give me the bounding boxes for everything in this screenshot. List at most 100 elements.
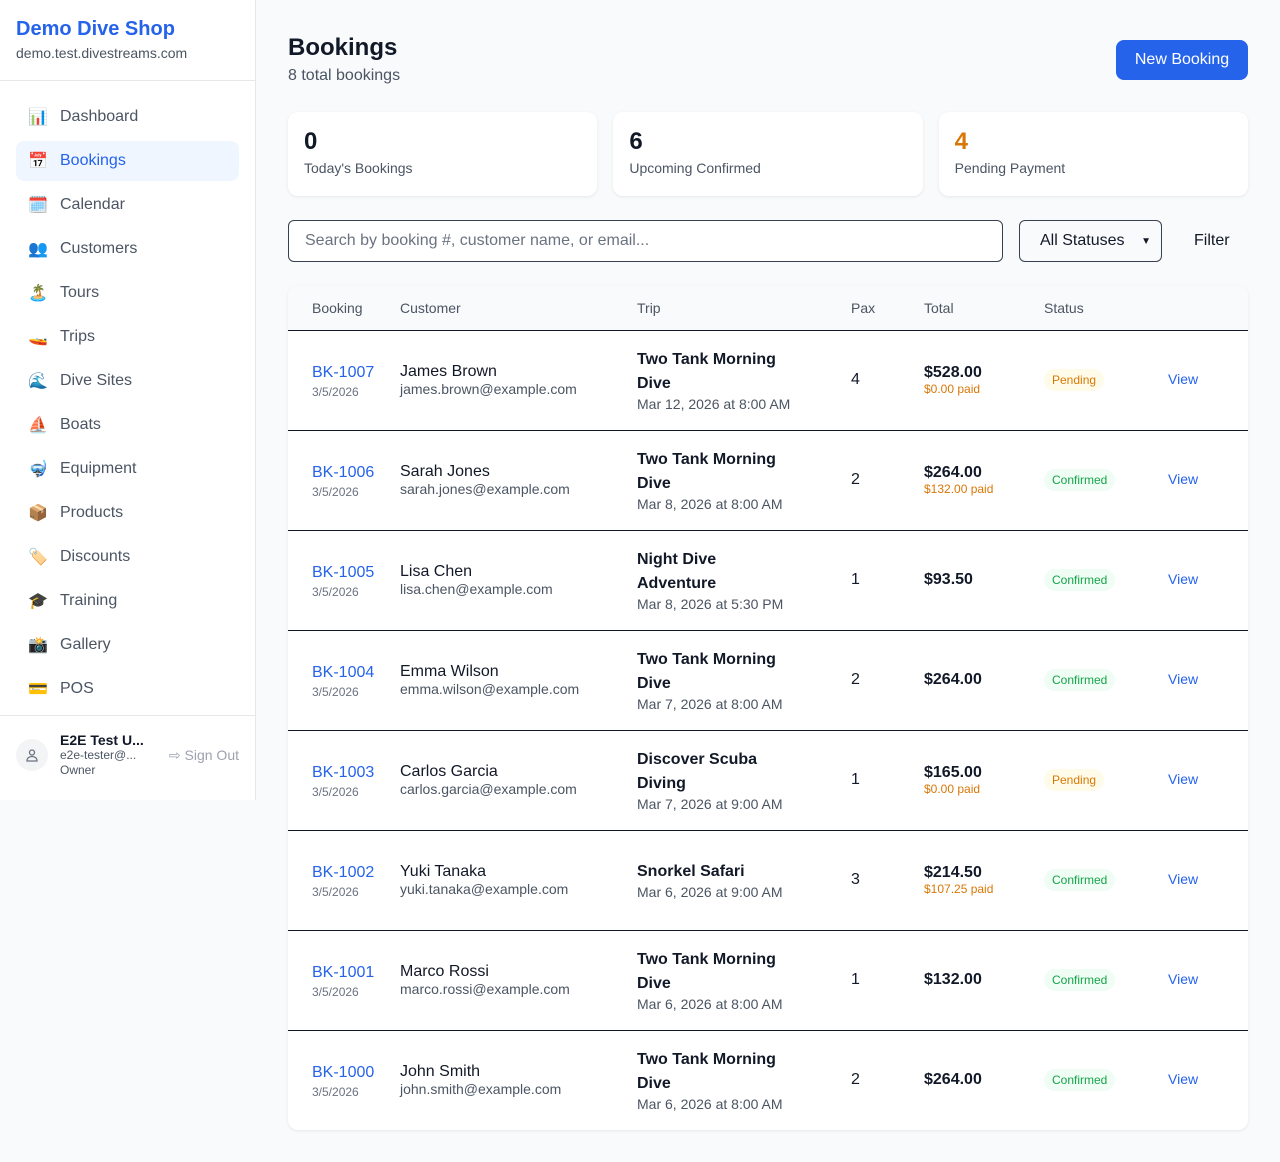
booking-id-link[interactable]: BK-1000 xyxy=(312,1064,375,1082)
shop-name[interactable]: Demo Dive Shop xyxy=(16,18,175,40)
user-panel: E2E Test U... e2e-tester@... Owner ⇨ Sig… xyxy=(0,715,255,794)
sidebar-item-label: Bookings xyxy=(60,152,126,169)
page-subtitle: 8 total bookings xyxy=(288,67,401,84)
search-input[interactable] xyxy=(288,220,1003,262)
training-icon: 🎓 xyxy=(28,593,48,610)
sidebar-item-pos[interactable]: 💳 POS xyxy=(16,669,239,709)
user-name: E2E Test U... xyxy=(60,732,144,748)
stats-row: 0 Today's Bookings 6 Upcoming Confirmed 4 Pen… xyxy=(288,112,1248,196)
view-link[interactable]: View xyxy=(1168,471,1199,487)
pax: 1 xyxy=(851,930,924,1031)
sidebar-item-boats[interactable]: ⛵ Boats xyxy=(16,405,239,445)
table-header: Booking Customer Trip Pax Total Status xyxy=(288,286,1248,331)
sidebar-nav: 📊 Dashboard 📅 Bookings 🗓️ Calendar 👥 Customers 🏝… xyxy=(0,81,255,729)
customer-name: Marco Rossi xyxy=(400,963,489,980)
booking-id-link[interactable]: BK-1005 xyxy=(312,564,375,581)
view-link[interactable]: View xyxy=(1168,1071,1199,1088)
sidebar-item-tours[interactable]: 🏝️ Tours xyxy=(16,273,239,313)
column-header: Status xyxy=(1044,286,1168,331)
equipment-icon: 🤿 xyxy=(28,461,48,478)
booking-id-link[interactable]: BK-1006 xyxy=(312,464,375,481)
total: $264.00 xyxy=(924,464,982,481)
sidebar-item-label: POS xyxy=(60,680,94,697)
sidebar-item-training[interactable]: 🎓 Training xyxy=(16,581,239,621)
booking-id-link[interactable]: BK-1001 xyxy=(312,964,375,981)
trip-name: Night Dive Adventure xyxy=(637,551,717,592)
sidebar-item-label: Boats xyxy=(60,416,101,433)
customer-name: Yuki Tanaka xyxy=(400,863,486,880)
sidebar-item-label: Tours xyxy=(60,284,100,301)
sidebar-item-products[interactable]: 📦 Products xyxy=(16,493,239,533)
sidebar-item-label: Equipment xyxy=(60,460,137,477)
tours-icon: 🏝️ xyxy=(28,285,48,302)
status-badge: Confirmed xyxy=(1044,869,1116,891)
table-row: BK-1006 3/5/2026 Sarah Jones sarah.jones@e… xyxy=(288,430,1248,531)
booking-date: 3/5/2026 xyxy=(312,385,359,399)
total: $165.00 xyxy=(924,764,982,781)
customer-name: Carlos Garcia xyxy=(400,763,498,780)
trip-name: Two Tank Morning Dive xyxy=(637,451,776,492)
trip-name: Two Tank Morning Dive xyxy=(637,951,776,992)
sidebar-item-label: Dive Sites xyxy=(60,372,133,389)
trip-date: Mar 8, 2026 at 5:30 PM xyxy=(637,596,784,612)
status-select-value: All Statuses xyxy=(1040,232,1125,249)
total: $132.00 xyxy=(924,971,982,988)
sidebar-item-label: Training xyxy=(60,592,118,609)
page-title: Bookings xyxy=(288,34,398,61)
view-link[interactable]: View xyxy=(1168,871,1199,887)
table-row: BK-1002 3/5/2026 Yuki Tanaka yuki.tanaka@e… xyxy=(288,830,1248,931)
sidebar-item-customers[interactable]: 👥 Customers xyxy=(16,229,239,269)
new-booking-button[interactable]: New Booking xyxy=(1116,40,1248,80)
sign-out-button[interactable]: ⇨ Sign Out xyxy=(169,747,239,764)
customer-email: marco.rossi@example.com xyxy=(400,981,570,997)
shop-domain: demo.test.divestreams.com xyxy=(16,45,188,61)
sidebar-item-label: Customers xyxy=(60,240,138,257)
total: $93.50 xyxy=(924,571,973,588)
calendar-icon: 🗓️ xyxy=(28,197,48,214)
pax: 1 xyxy=(851,530,924,631)
booking-id-link[interactable]: BK-1003 xyxy=(312,764,375,781)
pax: 2 xyxy=(851,430,924,531)
column-header xyxy=(1168,286,1248,331)
booking-id-link[interactable]: BK-1007 xyxy=(312,364,375,381)
sidebar-item-trips[interactable]: 🚤 Trips xyxy=(16,317,239,357)
view-link[interactable]: View xyxy=(1168,671,1199,687)
dive-sites-icon: 🌊 xyxy=(28,373,48,390)
sidebar-item-label: Products xyxy=(60,504,124,521)
trip-date: Mar 6, 2026 at 8:00 AM xyxy=(637,1096,783,1113)
sidebar: Demo Dive Shop demo.test.divestreams.com… xyxy=(0,0,256,800)
sidebar-item-discounts[interactable]: 🏷️ Discounts xyxy=(16,537,239,577)
dashboard-icon: 📊 xyxy=(28,109,48,126)
pax: 1 xyxy=(851,730,924,831)
customer-name: John Smith xyxy=(400,1063,481,1081)
paid-amount: $0.00 paid xyxy=(924,382,981,396)
total: $264.00 xyxy=(924,1071,982,1089)
booking-id-link[interactable]: BK-1002 xyxy=(312,864,375,881)
trip-date: Mar 12, 2026 at 8:00 AM xyxy=(637,396,791,412)
total: $264.00 xyxy=(924,671,982,688)
stat-label: Upcoming Confirmed xyxy=(629,160,761,176)
bookings-table: Booking Customer Trip Pax Total Status BK-100… xyxy=(288,286,1248,1130)
sidebar-item-dive-sites[interactable]: 🌊 Dive Sites xyxy=(16,361,239,401)
user-email: e2e-tester@... xyxy=(60,748,137,762)
stat-value: 6 xyxy=(629,128,643,155)
sidebar-item-calendar[interactable]: 🗓️ Calendar xyxy=(16,185,239,225)
sidebar-item-equipment[interactable]: 🤿 Equipment xyxy=(16,449,239,489)
view-link[interactable]: View xyxy=(1168,971,1199,987)
view-link[interactable]: View xyxy=(1168,371,1199,387)
sidebar-item-gallery[interactable]: 📸 Gallery xyxy=(16,625,239,665)
column-header: Trip xyxy=(637,286,851,331)
brand: Demo Dive Shop demo.test.divestreams.com xyxy=(0,0,255,81)
sidebar-item-label: Calendar xyxy=(60,196,125,213)
sidebar-item-dashboard[interactable]: 📊 Dashboard xyxy=(16,97,239,137)
sidebar-item-bookings[interactable]: 📅 Bookings xyxy=(16,141,239,181)
trip-name: Two Tank Morning Dive xyxy=(637,651,776,692)
booking-id-link[interactable]: BK-1004 xyxy=(312,664,375,681)
filter-button[interactable]: Filter xyxy=(1194,232,1230,249)
status-select[interactable]: All Statuses ▼ xyxy=(1019,220,1162,262)
view-link[interactable]: View xyxy=(1168,771,1199,787)
trip-date: Mar 8, 2026 at 8:00 AM xyxy=(637,496,783,512)
column-header: Total xyxy=(924,286,1044,331)
stat-label: Today's Bookings xyxy=(304,160,413,176)
view-link[interactable]: View xyxy=(1168,571,1199,587)
